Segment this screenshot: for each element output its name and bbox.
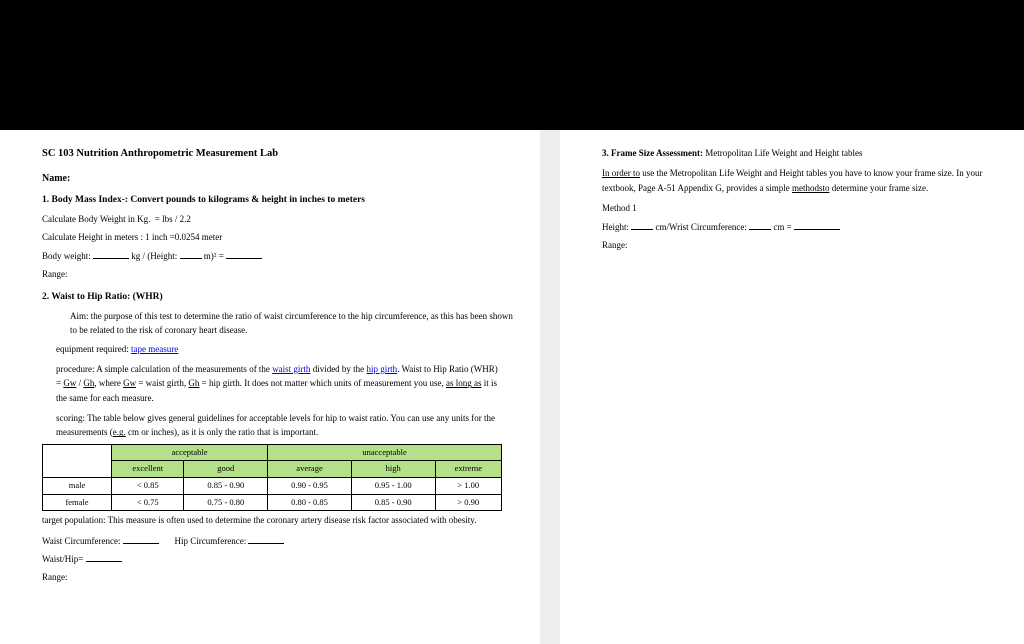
blank-whr[interactable]	[86, 553, 122, 562]
whr-equip-pre: equipment required:	[56, 344, 131, 354]
blank-weight[interactable]	[93, 250, 129, 259]
frame-range: Range:	[602, 238, 998, 252]
bmi-formula-c: m)² =	[204, 251, 224, 261]
methodsto: methodsto	[792, 183, 830, 193]
blank-height-cm[interactable]	[631, 221, 653, 230]
whr-aim-block: Aim: the purpose of this test to determi…	[70, 309, 514, 338]
blank-bmi-result[interactable]	[226, 250, 262, 259]
cell: > 1.00	[435, 478, 501, 495]
corner-cell	[43, 444, 112, 477]
proc-mid1: divided by the	[310, 364, 366, 374]
proc-gw-eq: = waist girth,	[136, 378, 188, 388]
eg: e.g.	[113, 427, 126, 437]
col-excellent: excellent	[112, 461, 184, 478]
table-row: female < 0.75 0.75 - 0.80 0.80 - 0.85 0.…	[43, 494, 502, 511]
table-row: excellent good average high extreme	[43, 461, 502, 478]
document-title: SC 103 Nutrition Anthropometric Measurem…	[42, 146, 514, 163]
cell: 0.95 - 1.00	[351, 478, 435, 495]
whr-target: target population: This measure is often…	[42, 513, 514, 527]
whr-aim: Aim: the purpose of this test to determi…	[70, 309, 514, 338]
section-3-heading: 3. Frame Size Assessment: Metropolitan L…	[602, 146, 998, 160]
cell: < 0.75	[112, 494, 184, 511]
whr-equipment-line: equipment required: tape measure	[56, 342, 514, 356]
cell: 0.85 - 0.90	[184, 478, 268, 495]
whr-range: Range:	[42, 570, 514, 584]
group-unacceptable: unacceptable	[268, 444, 502, 461]
blank-wrist-cm[interactable]	[749, 221, 771, 230]
bmi-formula-line: Body weight: kg / (Height: m)² =	[42, 249, 514, 263]
blank-hip[interactable]	[248, 535, 284, 544]
height-mid: cm/Wrist Circumference:	[656, 222, 747, 232]
blank-waist[interactable]	[123, 535, 159, 544]
cell: < 0.85	[112, 478, 184, 495]
cell: 0.90 - 0.95	[268, 478, 352, 495]
proc-gh-eq: = hip girth. It does not matter which un…	[199, 378, 446, 388]
in-order-to: In order to	[602, 168, 640, 178]
cell: > 0.90	[435, 494, 501, 511]
hip-circ-label: Hip Circumference:	[175, 536, 247, 546]
table-row: acceptable unacceptable	[43, 444, 502, 461]
whr-ratio-label: Waist/Hip=	[42, 554, 83, 564]
col-high: high	[351, 461, 435, 478]
bmi-weight-pre: Calculate Body Weight in Kg.	[42, 214, 150, 224]
col-average: average	[268, 461, 352, 478]
page-2: 3. Frame Size Assessment: Metropolitan L…	[560, 130, 1024, 644]
top-black-band	[0, 0, 1024, 130]
sec3-para: In order to use the Metropolitan Life We…	[602, 166, 998, 195]
gw-1: Gw	[63, 378, 76, 388]
as-long-as: as long as	[446, 378, 482, 388]
section-1-heading: 1. Body Mass Index-: Convert pounds to k…	[42, 193, 514, 208]
bmi-range: Range:	[42, 267, 514, 281]
col-extreme: extreme	[435, 461, 501, 478]
sec3-p1d: determine your frame size.	[829, 183, 928, 193]
table-row: male < 0.85 0.85 - 0.90 0.90 - 0.95 0.95…	[43, 478, 502, 495]
whr-measure-line: Waist Circumference: Hip Circumference:	[42, 534, 514, 548]
whr-ratio-line: Waist/Hip=	[42, 552, 514, 566]
cell: 0.85 - 0.90	[351, 494, 435, 511]
frame-height-line: Height: cm/Wrist Circumference: cm =	[602, 220, 998, 234]
gw-2: Gw	[123, 378, 136, 388]
proc-mid3: , where	[94, 378, 123, 388]
blank-frame-result[interactable]	[794, 221, 840, 230]
whr-table: acceptable unacceptable excellent good a…	[42, 444, 502, 511]
section-2-heading: 2. Waist to Hip Ratio: (WHR)	[42, 290, 514, 305]
gh-2: Gh	[188, 378, 199, 388]
waist-circ-label: Waist Circumference:	[42, 536, 121, 546]
whr-procedure: procedure: A simple calculation of the m…	[56, 362, 514, 405]
bmi-formula-a: Body weight:	[42, 251, 91, 261]
gh-1: Gh	[83, 378, 94, 388]
pages-container: SC 103 Nutrition Anthropometric Measurem…	[0, 130, 1024, 644]
tape-measure-link[interactable]: tape measure	[131, 344, 178, 354]
row-female-label: female	[43, 494, 112, 511]
height-post: cm =	[773, 222, 791, 232]
waist-girth-link[interactable]: waist girth	[272, 364, 310, 374]
page-divider	[540, 130, 560, 644]
sec3-pre: 3. Frame Size Assessment:	[602, 148, 705, 158]
cell: 0.80 - 0.85	[268, 494, 352, 511]
height-pre: Height:	[602, 222, 629, 232]
bmi-weight-post: lbs / 2.2	[162, 214, 191, 224]
bmi-weight-line: Calculate Body Weight in Kg. = lbs / 2.2	[42, 212, 514, 226]
group-acceptable: acceptable	[112, 444, 268, 461]
whr-scoring: scoring: The table below gives general g…	[56, 411, 514, 440]
method-1: Method 1	[602, 201, 998, 215]
name-label: Name:	[42, 171, 514, 187]
proc-pre: procedure: A simple calculation of the m…	[56, 364, 272, 374]
col-good: good	[184, 461, 268, 478]
bmi-height-line: Calculate Height in meters : 1 inch =0.0…	[42, 230, 514, 244]
blank-height[interactable]	[180, 250, 202, 259]
row-male-label: male	[43, 478, 112, 495]
cell: 0.75 - 0.80	[184, 494, 268, 511]
scoring-post: cm or inches), as it is only the ratio t…	[126, 427, 318, 437]
page-1: SC 103 Nutrition Anthropometric Measurem…	[0, 130, 540, 644]
hip-girth-link[interactable]: hip girth	[366, 364, 397, 374]
sec3-post: Metropolitan Life Weight and Height tabl…	[705, 148, 862, 158]
bmi-formula-b: kg / (Height:	[131, 251, 177, 261]
